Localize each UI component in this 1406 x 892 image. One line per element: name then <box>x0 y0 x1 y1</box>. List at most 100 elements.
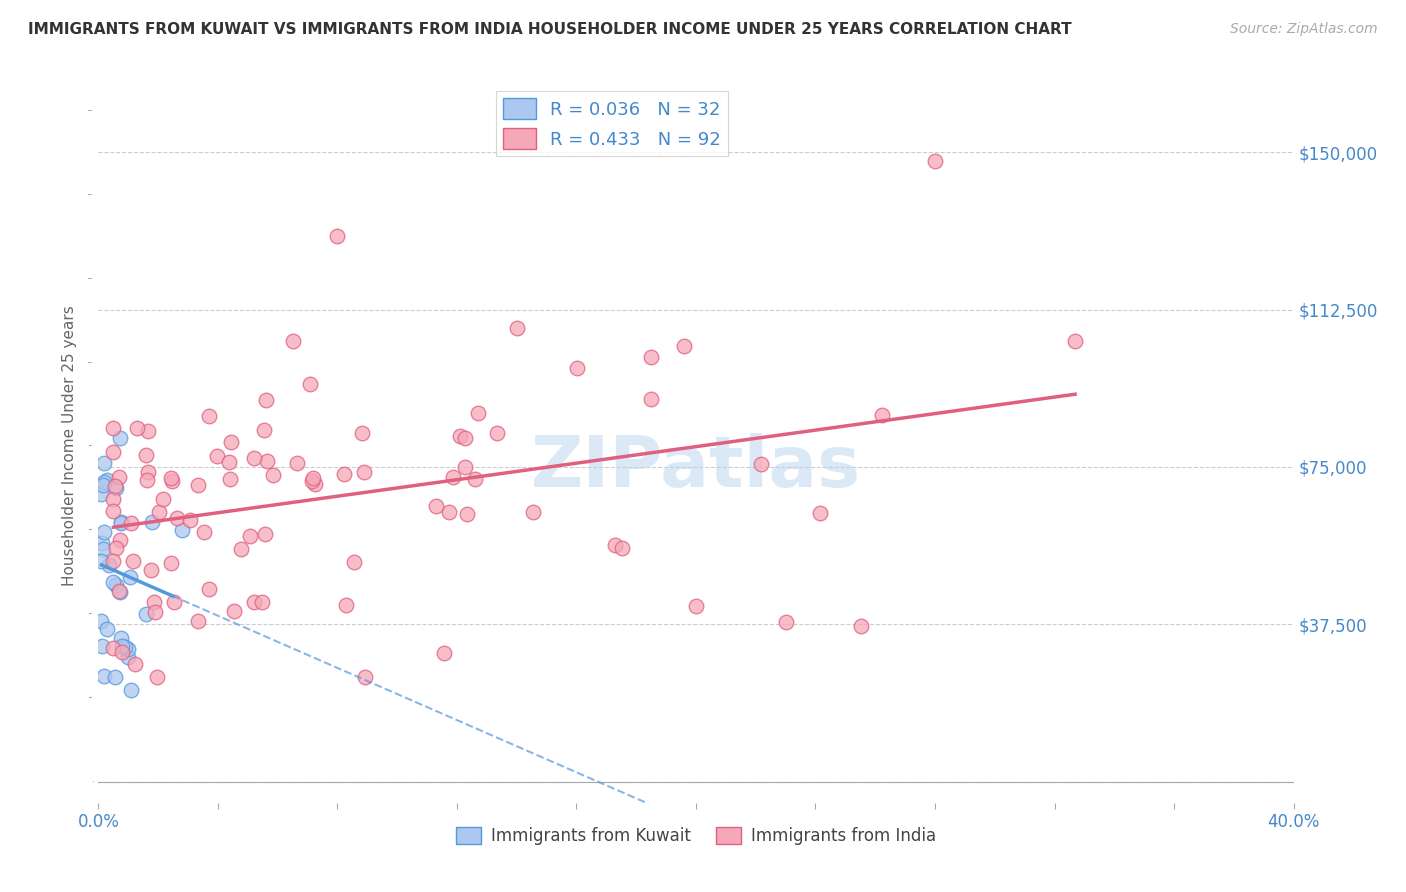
Point <box>148 505 170 519</box>
Point <box>114 640 136 654</box>
Y-axis label: Householder Income Under 25 years: Householder Income Under 25 years <box>62 306 77 586</box>
Point <box>1064 334 1087 349</box>
Point <box>775 615 797 630</box>
Point <box>456 508 478 522</box>
Point <box>103 504 125 518</box>
Point <box>103 553 125 567</box>
Point <box>299 377 322 392</box>
Text: IMMIGRANTS FROM KUWAIT VS IMMIGRANTS FROM INDIA HOUSEHOLDER INCOME UNDER 25 YEAR: IMMIGRANTS FROM KUWAIT VS IMMIGRANTS FRO… <box>28 22 1071 37</box>
Point <box>239 529 262 543</box>
Point <box>567 361 589 376</box>
Point <box>326 229 349 244</box>
Point <box>110 632 132 646</box>
Point <box>135 473 157 487</box>
Point <box>464 472 486 486</box>
Point <box>117 641 139 656</box>
Point <box>125 421 148 435</box>
Point <box>256 453 278 467</box>
Point <box>186 477 208 491</box>
Point <box>163 595 186 609</box>
Point <box>301 474 323 488</box>
Point <box>350 426 373 441</box>
Point <box>139 563 162 577</box>
Point <box>93 525 115 540</box>
Point <box>612 541 634 555</box>
Text: ZIPatlas: ZIPatlas <box>531 433 860 502</box>
Point <box>136 465 159 479</box>
Point <box>198 409 221 423</box>
Point <box>335 599 357 613</box>
Point <box>486 426 509 441</box>
Point <box>108 533 131 548</box>
Point <box>159 471 181 485</box>
Point <box>287 456 309 470</box>
Point <box>93 456 115 470</box>
Point <box>93 668 115 682</box>
Point <box>135 607 157 621</box>
Point <box>93 475 115 489</box>
Point <box>91 478 114 492</box>
Point <box>117 650 139 665</box>
Point <box>851 619 873 633</box>
Point <box>104 670 127 684</box>
Point <box>197 582 219 596</box>
Point <box>262 467 284 482</box>
Point <box>91 639 114 653</box>
Point <box>506 321 529 335</box>
Point <box>110 515 132 529</box>
Point <box>118 570 141 584</box>
Point <box>96 622 118 636</box>
Point <box>522 505 544 519</box>
Point <box>454 431 477 445</box>
Point <box>254 527 277 541</box>
Point <box>108 584 131 599</box>
Point <box>108 470 131 484</box>
Point <box>256 392 278 407</box>
Point <box>454 460 477 475</box>
Point <box>250 595 273 609</box>
Point <box>872 409 894 423</box>
Point <box>222 604 245 618</box>
Point <box>179 513 201 527</box>
Point <box>333 467 356 481</box>
Point <box>103 641 125 656</box>
Point <box>218 472 240 486</box>
Point <box>103 491 125 506</box>
Point <box>104 541 127 555</box>
Point <box>111 645 134 659</box>
Point <box>104 479 127 493</box>
Point <box>603 538 626 552</box>
Point <box>449 429 471 443</box>
Point <box>172 523 194 537</box>
Point <box>243 451 266 466</box>
Point <box>90 554 112 568</box>
Point <box>101 575 124 590</box>
Point <box>229 542 252 557</box>
Point <box>467 406 489 420</box>
Point <box>120 516 142 531</box>
Point <box>343 556 366 570</box>
Point <box>122 554 145 568</box>
Point <box>111 639 134 653</box>
Point <box>281 334 304 348</box>
Point <box>441 469 464 483</box>
Point <box>96 473 118 487</box>
Point <box>186 614 208 628</box>
Point <box>105 577 128 591</box>
Point <box>808 506 831 520</box>
Point <box>218 454 240 468</box>
Point <box>193 524 215 539</box>
Point <box>205 449 228 463</box>
Point <box>433 647 456 661</box>
Point <box>685 599 707 613</box>
Point <box>135 449 157 463</box>
Point <box>90 487 112 501</box>
Point <box>253 424 276 438</box>
Point <box>304 476 326 491</box>
Point <box>103 445 125 459</box>
Point <box>166 511 188 525</box>
Point <box>108 583 131 598</box>
Point <box>91 536 114 550</box>
Point <box>103 421 125 435</box>
Point <box>219 434 242 449</box>
